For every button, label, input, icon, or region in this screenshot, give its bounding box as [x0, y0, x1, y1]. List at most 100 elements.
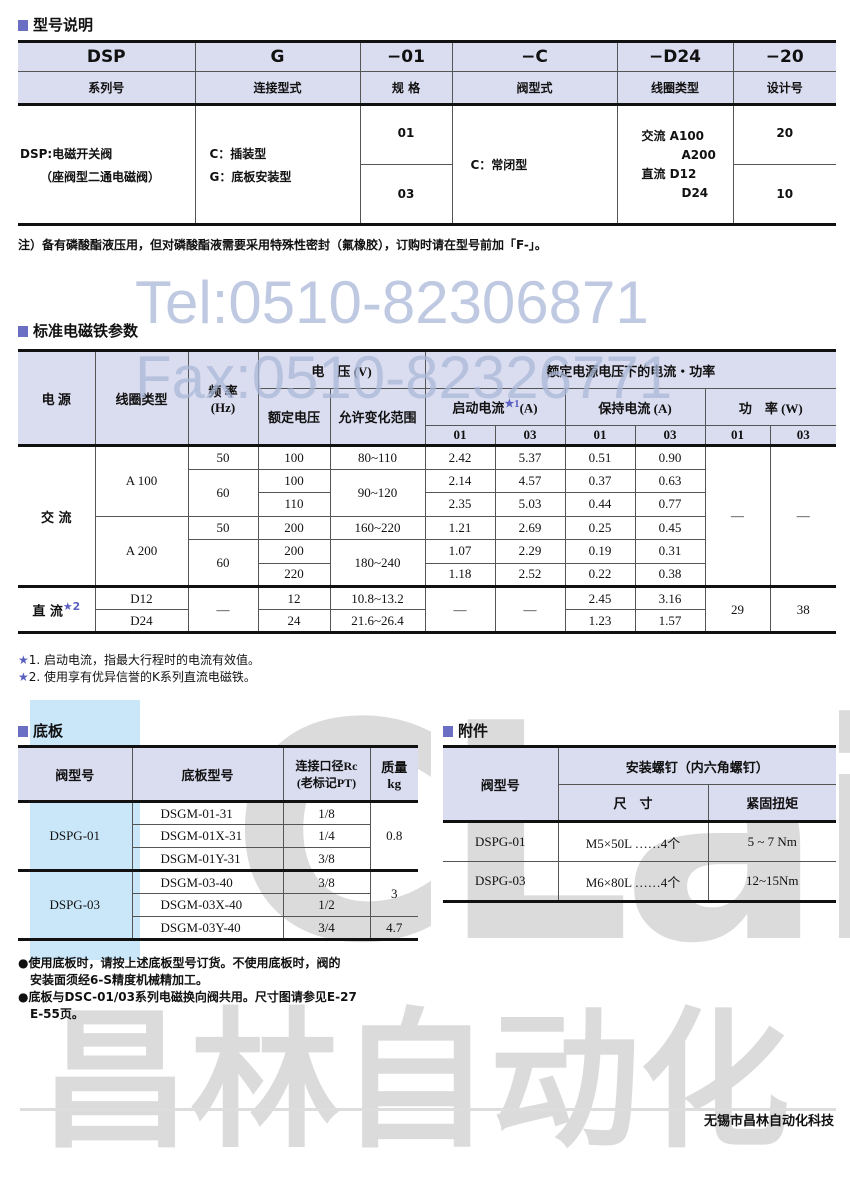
solenoid-footnotes: ★1. 启动电流，指最大行程时的电流有效值。 ★2. 使用享有优异信誉的K系列直… [18, 652, 260, 686]
base-note-1: ●使用底板时，请按上述底板型号订货。不使用底板时，阀的 安装面须经6-S精度机械… [18, 956, 341, 987]
freq-cell: 50 [187, 515, 259, 540]
header-watt: 功 率 (W) [704, 388, 837, 426]
label-valve-type: 阀型式 [451, 71, 618, 105]
accessory-table: 阀型号 安装螺钉（内六角螺钉） 尺 寸 紧固扭矩 DSPG-01 M5×50L … [443, 745, 837, 903]
header-screw: 安装螺钉（内六角螺钉） [557, 746, 837, 785]
start-03-cell: 5.37 [494, 444, 566, 470]
header-size: 尺 寸 [558, 784, 709, 822]
base-model-cell: DSGM-01X-31 [132, 824, 284, 848]
start-03-cell: — [494, 585, 566, 633]
rated-voltage-cell: 100 [257, 444, 331, 470]
mass-cell: 0.8 [369, 801, 418, 871]
section-title-model: 型号说明 [18, 14, 93, 35]
rated-voltage-cell: 110 [258, 492, 331, 517]
solenoid-param-table: 电 源 线圈类型 频 率 (Hz) 电 压 (V) 额定电源电压下的电流・功率 … [18, 349, 837, 634]
dc-label: 直 流★2 [18, 585, 96, 633]
design-20: 20 [732, 104, 836, 165]
range-cell: 21.6~26.4 [329, 609, 426, 633]
port-size-cell: 3/8 [282, 847, 370, 871]
section-title-text: 底板 [33, 722, 64, 740]
coil-cell: A 100 [94, 444, 189, 517]
valve-cell: DSPG-01 [18, 801, 133, 871]
header-size-01: 01 [425, 425, 496, 446]
table-row: 60 200 180~240 1.07 2.29 0.19 0.31 [18, 539, 836, 587]
start-01-cell: 2.42 [424, 444, 496, 470]
coil-cell: D24 [95, 609, 189, 633]
range-cell: 160~220 [329, 515, 426, 540]
hold-03-cell: 3.16 [634, 585, 706, 610]
hold-01-cell: 0.22 [564, 562, 636, 587]
start-03-cell: 2.52 [494, 562, 566, 587]
table-row: DSPG-03 DSGM-03-40 3/8 3 [18, 869, 418, 940]
start-01-cell: 1.18 [424, 562, 496, 587]
watermark-tel: Tel:0510-82306871 [135, 269, 649, 336]
header-mass: 质量 kg [369, 746, 418, 802]
start-01-cell: 1.07 [424, 539, 496, 564]
footnote-1: ★1. 启动电流，指最大行程时的电流有效值。 [18, 653, 261, 667]
section-title-text: 型号说明 [33, 16, 94, 34]
code-connection: G [194, 41, 361, 72]
hold-01-cell: 1.23 [564, 609, 636, 633]
range-cell: 180~240 [329, 539, 426, 587]
start-03-cell: 2.29 [494, 539, 566, 564]
screw-size-cell: M5×50L ……4个 [557, 820, 709, 862]
table-row: DSPG-01 DSGM-01-31 1/8 0.8 [18, 801, 418, 871]
size-01: 01 [359, 104, 453, 165]
size-03: 03 [360, 164, 453, 225]
base-note-2: ●底板与DSC-01/03系列电磁换向阀共用。尺寸图请参见E-27 E-55页。 [18, 990, 357, 1021]
coil-cell: D12 [94, 585, 189, 610]
header-power: 电 源 [18, 350, 96, 446]
header-coil: 线圈类型 [94, 350, 189, 446]
mass-cell: 4.7 [369, 916, 418, 940]
rated-voltage-cell: 24 [257, 609, 331, 633]
base-model-cell: DSGM-03Y-40 [132, 916, 284, 940]
code-design: −20 [732, 41, 836, 72]
port-size-cell: 1/2 [282, 893, 370, 917]
hold-01-cell: 0.37 [564, 468, 636, 493]
header-base-model: 底板型号 [131, 746, 284, 802]
start-03-cell: 4.57 [494, 468, 566, 493]
start-01-cell: 2.14 [424, 468, 496, 493]
footer-divider [20, 1108, 836, 1111]
rated-voltage-cell: 220 [258, 562, 331, 587]
table-row: 220 1.18 2.52 0.22 0.38 [18, 562, 836, 587]
code-size: −01 [359, 41, 453, 72]
base-model-cell: DSGM-03X-40 [132, 893, 284, 917]
base-rows: DSPG-01 DSGM-01-31 1/8 0.8 DSGM-01X-31 1/4 DSG… [18, 801, 418, 940]
start-01-cell: — [424, 585, 496, 633]
start-01-cell: 1.21 [424, 515, 496, 540]
rated-voltage-cell: 12 [257, 585, 331, 610]
connection-desc: C：插装型 G：底板安装型 [194, 104, 361, 225]
base-model-cell: DSGM-01Y-31 [132, 847, 284, 871]
hold-03-cell: 0.45 [634, 515, 706, 540]
header-torque: 紧固扭矩 [707, 784, 837, 822]
port-size-cell: 3/4 [282, 916, 371, 940]
hold-01-cell: 2.45 [564, 585, 636, 610]
label-coil: 线圈类型 [616, 71, 734, 105]
model-code-table: DSP G −01 −C −D24 −20 系列号 连接型式 规 格 阀型式 线… [18, 40, 836, 226]
table-row: 交 流A 100 50 100 80~110 2.42 5.37 0.51 0.90— — [18, 444, 837, 587]
star-icon: ★ [18, 670, 29, 684]
header-size-01: 01 [564, 425, 636, 446]
freq-cell: 60 [188, 468, 259, 517]
header-size-01: 01 [704, 425, 771, 446]
header-valve: 阀型号 [18, 746, 133, 802]
section-title-text: 附件 [458, 722, 489, 740]
torque-cell: 5 ~ 7 Nm [707, 820, 837, 862]
hold-03-cell: 0.31 [634, 539, 706, 564]
table-row: DSPG-03 M6×80L ……4个 12~15Nm [443, 861, 837, 902]
header-size-03: 03 [769, 425, 837, 446]
model-note: 注）备有磷酸酯液压用，但对磷酸酯液需要采用特殊性密封（氟橡胶），订购时请在型号前… [18, 238, 547, 252]
hold-03-cell: 0.38 [634, 562, 706, 587]
hold-01-cell: 0.19 [564, 539, 636, 564]
valve-cell: DSPG-03 [443, 861, 559, 902]
watt-03-cell: 38 [769, 585, 837, 633]
table-row: DSGM-03X-40 1/2 [18, 893, 418, 917]
start-03-cell: 5.03 [494, 492, 566, 517]
code-coil: −D24 [616, 41, 734, 72]
table-row: DSGM-01X-31 1/4 [18, 824, 418, 848]
hold-03-cell: 0.63 [634, 468, 706, 493]
table-row: D24 24 21.6~26.4 1.23 1.57 [18, 609, 836, 633]
header-valve: 阀型号 [443, 746, 559, 822]
hold-01-cell: 0.51 [564, 444, 636, 470]
